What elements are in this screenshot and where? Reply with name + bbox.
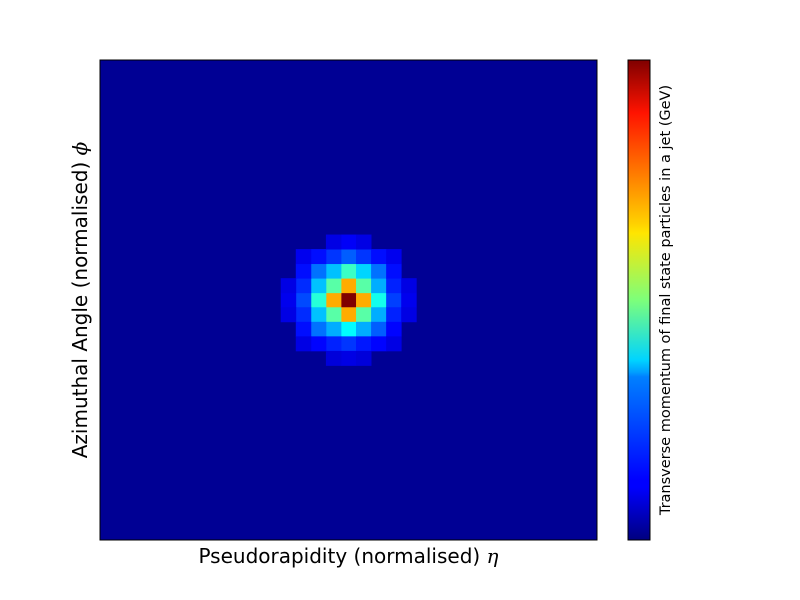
heatmap-cell	[386, 336, 402, 352]
heatmap-cell	[356, 278, 372, 294]
heatmap-cell	[356, 321, 372, 337]
heatmap-cell	[386, 278, 402, 294]
heatmap-cell	[401, 278, 417, 294]
y-axis-label: Azimuthal Angle (normalised) ϕ	[68, 100, 92, 500]
heatmap-cell	[280, 307, 297, 323]
heatmap-cell	[356, 292, 372, 308]
heatmap-cell	[340, 292, 357, 308]
heatmap-cells	[100, 60, 597, 540]
heatmap-cell	[325, 292, 342, 308]
heatmap-cell	[325, 350, 342, 366]
x-axis-label: Pseudorapidity (normalised) η	[100, 544, 597, 568]
heatmap-cell	[386, 249, 402, 265]
heatmap-cell	[386, 292, 402, 308]
y-axis-symbol: ϕ	[68, 141, 92, 156]
heatmap-cell	[371, 307, 387, 323]
heatmap-cell	[310, 249, 327, 265]
heatmap-cell	[340, 278, 357, 294]
heatmap-cell	[325, 321, 342, 337]
heatmap-cell	[356, 350, 372, 366]
x-axis-label-text: Pseudorapidity (normalised)	[198, 544, 481, 568]
heatmap-cell	[356, 307, 372, 323]
heatmap-cell	[280, 278, 297, 294]
heatmap-cell	[371, 321, 387, 337]
heatmap-cell	[325, 249, 342, 265]
heatmap-cell	[325, 234, 342, 250]
heatmap-cell	[401, 292, 417, 308]
heatmap-cell	[295, 263, 312, 279]
heatmap-cell	[340, 234, 357, 250]
heatmap-frame	[99, 59, 598, 541]
heatmap-cell	[386, 321, 402, 337]
heatmap-cell	[386, 263, 402, 279]
heatmap-cell	[295, 278, 312, 294]
heatmap-cell	[340, 350, 357, 366]
heatmap-cell	[295, 321, 312, 337]
heatmap-cell	[340, 307, 357, 323]
heatmap-cell	[386, 307, 402, 323]
heatmap-cell	[295, 336, 312, 352]
heatmap-cell	[295, 249, 312, 265]
heatmap-cell	[310, 292, 327, 308]
heatmap-cell	[340, 263, 357, 279]
heatmap-cell	[310, 307, 327, 323]
heatmap-cell	[340, 321, 357, 337]
colorbar	[627, 59, 651, 541]
heatmap-cell	[356, 263, 372, 279]
heatmap-cell	[295, 307, 312, 323]
heatmap-cell	[371, 278, 387, 294]
heatmap-cell	[371, 292, 387, 308]
heatmap-cell	[325, 307, 342, 323]
y-axis-label-text: Azimuthal Angle (normalised)	[68, 161, 92, 459]
heatmap-cell	[356, 336, 372, 352]
heatmap-cell	[371, 336, 387, 352]
heatmap-cell	[325, 278, 342, 294]
heatmap-cell	[325, 263, 342, 279]
heatmap-cell	[401, 307, 417, 323]
colorbar-label: Transverse momentum of final state parti…	[658, 84, 674, 516]
heatmap-cell	[310, 336, 327, 352]
heatmap-cell	[325, 336, 342, 352]
heatmap-cell	[356, 234, 372, 250]
heatmap-cell	[310, 321, 327, 337]
heatmap-cell	[371, 263, 387, 279]
heatmap-cell	[280, 292, 297, 308]
heatmap-cell	[310, 263, 327, 279]
heatmap-cell	[356, 249, 372, 265]
heatmap-cell	[371, 249, 387, 265]
heatmap-cell	[295, 292, 312, 308]
heatmap-cell	[340, 336, 357, 352]
heatmap-cell	[340, 249, 357, 265]
heatmap-cell	[310, 278, 327, 294]
x-axis-symbol: η	[486, 544, 499, 568]
